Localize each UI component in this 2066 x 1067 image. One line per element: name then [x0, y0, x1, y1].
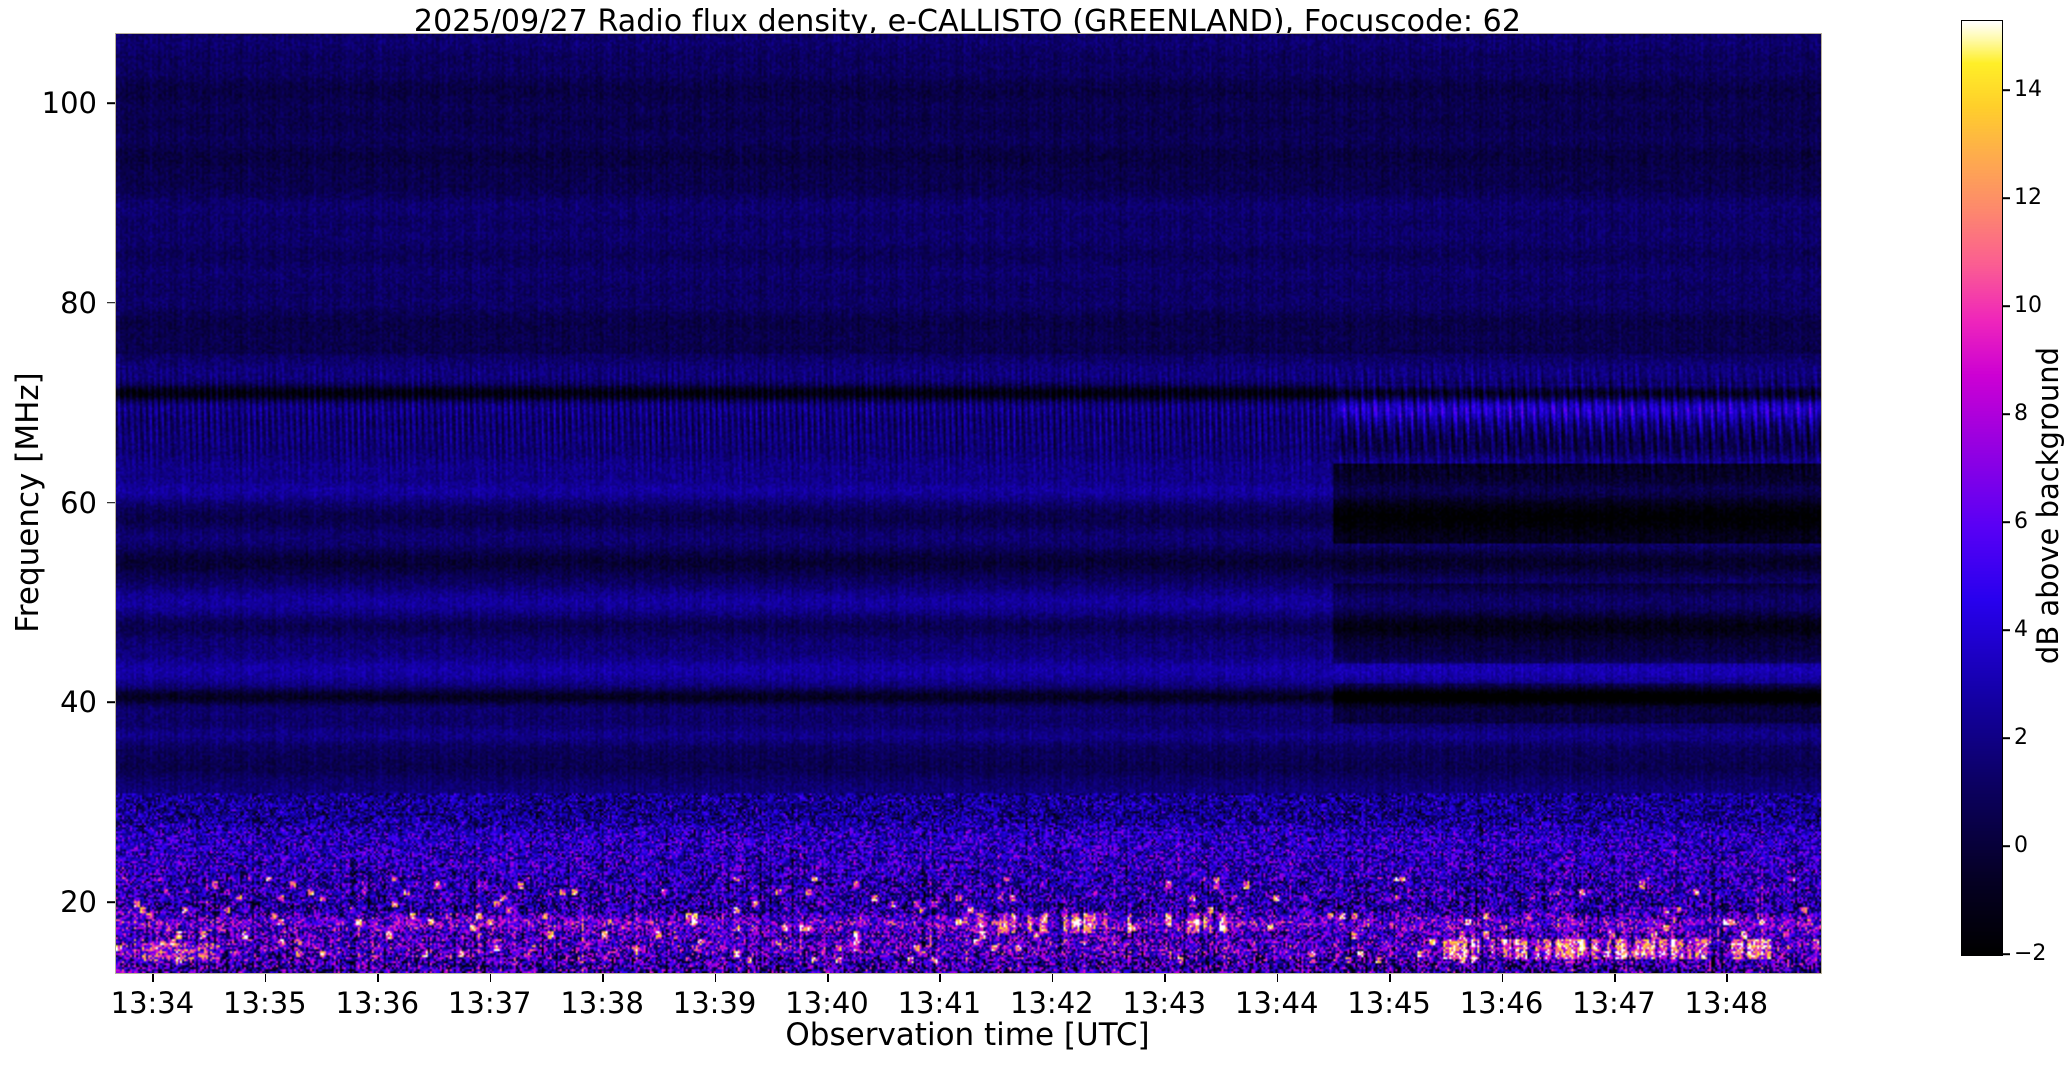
x-tick-label: 13:40 [785, 986, 869, 1020]
y-tick-label: 60 [60, 485, 97, 520]
colorbar-tick-label: 4 [2014, 617, 2028, 643]
y-tick-label: 100 [41, 85, 97, 120]
colorbar-tick-mark [2003, 737, 2010, 739]
colorbar-tick-mark [2003, 89, 2010, 91]
x-tick-label: 13:43 [1122, 986, 1207, 1020]
x-tick-mark [489, 974, 492, 982]
x-tick-label: 13:37 [447, 986, 532, 1020]
x-tick-label: 13:38 [560, 986, 644, 1020]
x-tick-mark [377, 974, 379, 982]
x-tick-mark [939, 974, 941, 982]
colorbar-tick-mark [2003, 845, 2010, 847]
colorbar-tick-label: 10 [2014, 293, 2042, 319]
colorbar-gradient [1962, 21, 2002, 955]
x-tick-mark [264, 974, 267, 982]
y-tick-mark [107, 701, 115, 704]
x-axis-label: Observation time [UTC] [785, 1017, 1150, 1053]
y-tick-mark [107, 102, 115, 104]
x-tick-mark [1613, 974, 1616, 982]
x-tick-label: 13:44 [1234, 986, 1319, 1020]
x-tick-label: 13:47 [1572, 986, 1656, 1020]
x-tick-mark [1726, 974, 1728, 982]
colorbar-tick-mark [2003, 305, 2010, 307]
x-tick-label: 13:36 [335, 986, 420, 1020]
colorbar-tick-mark [2003, 629, 2010, 631]
y-tick-mark [107, 501, 115, 504]
y-tick-mark [107, 301, 115, 304]
x-tick-mark [1276, 974, 1279, 982]
y-tick-label: 20 [60, 885, 97, 920]
x-tick-mark [1389, 974, 1391, 982]
colorbar-tick-mark [2003, 413, 2010, 415]
x-tick-mark [602, 974, 604, 982]
colorbar-tick-label: 0 [2014, 833, 2028, 859]
x-tick-mark [1501, 974, 1504, 982]
colorbar-tick-label: −2 [2014, 941, 2047, 966]
x-tick-label: 13:35 [223, 986, 307, 1020]
x-tick-mark [152, 974, 155, 982]
x-tick-label: 13:41 [897, 986, 982, 1020]
colorbar-tick-label: 14 [2014, 77, 2042, 103]
colorbar-tick-mark [2003, 197, 2010, 199]
x-tick-label: 13:39 [672, 986, 757, 1020]
spectrogram-axes[interactable] [115, 33, 1822, 974]
x-tick-label: 13:48 [1684, 986, 1769, 1020]
y-tick-label: 80 [60, 285, 97, 320]
colorbar-tick-mark [2003, 953, 2010, 955]
x-tick-mark [714, 974, 717, 982]
x-tick-label: 13:42 [1010, 986, 1094, 1020]
y-axis-label: Frequency [MHz] [10, 372, 46, 633]
x-tick-label: 13:45 [1347, 986, 1431, 1020]
colorbar-label: dB above background [2031, 346, 2065, 665]
y-tick-label: 40 [60, 685, 97, 720]
colorbar-tick-label: 6 [2014, 509, 2028, 535]
x-tick-label: 13:34 [110, 986, 195, 1020]
x-tick-label: 13:46 [1459, 986, 1544, 1020]
colorbar-tick-mark [2003, 521, 2010, 523]
colorbar-tick-label: 8 [2014, 401, 2028, 427]
spectrogram-image[interactable] [116, 34, 1821, 973]
colorbar[interactable] [1961, 20, 2003, 956]
colorbar-tick-label: 12 [2014, 185, 2042, 211]
x-tick-mark [826, 974, 829, 982]
x-tick-mark [1164, 974, 1166, 982]
colorbar-tick-label: 2 [2014, 725, 2028, 751]
x-tick-mark [1051, 974, 1054, 982]
y-tick-mark [107, 901, 115, 903]
